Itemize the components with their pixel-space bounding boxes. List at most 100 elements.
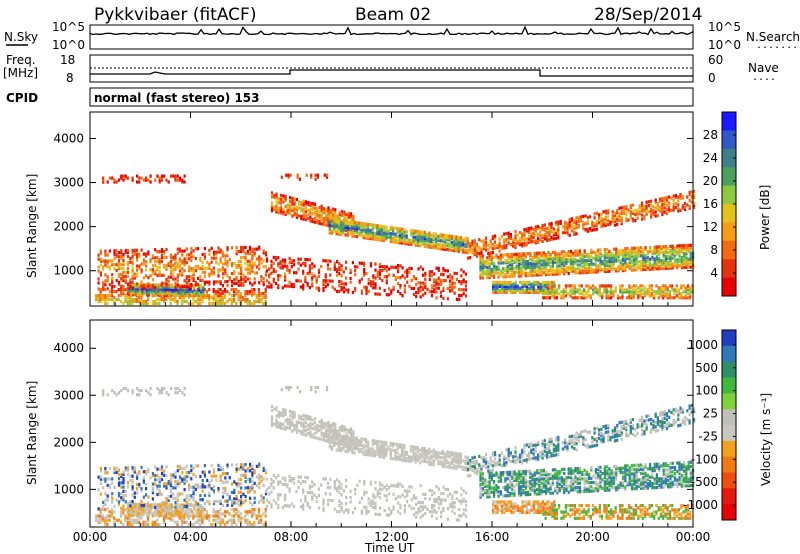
velocity-cell — [133, 470, 136, 474]
power-cell — [560, 262, 563, 266]
power-cell — [140, 297, 143, 302]
power-cell — [316, 173, 320, 177]
power-cell — [272, 279, 275, 283]
power-cell — [131, 274, 134, 278]
power-cell — [253, 292, 256, 296]
power-cell — [649, 263, 652, 267]
power-cell — [132, 291, 135, 295]
power-cell — [573, 290, 577, 294]
power-cell — [450, 240, 453, 244]
power-cell — [566, 228, 569, 232]
power-cell — [401, 237, 404, 241]
power-colorbar-label: Power [dB] — [758, 185, 772, 250]
power-cell — [550, 223, 553, 228]
power-cell — [143, 289, 146, 293]
power-cell — [437, 236, 440, 240]
power-cell — [435, 244, 438, 248]
power-cell — [104, 301, 107, 306]
power-cell — [473, 243, 476, 247]
power-cell — [416, 243, 420, 247]
power-cell — [295, 207, 298, 211]
power-cell — [655, 249, 658, 253]
power-cell — [578, 271, 582, 275]
power-cell — [567, 265, 570, 269]
power-cell — [317, 286, 321, 290]
power-cell — [151, 285, 154, 290]
velocity-cell — [165, 501, 168, 505]
velocity-cell — [205, 512, 208, 516]
power-cell — [531, 259, 534, 263]
power-cell — [490, 261, 493, 266]
power-cell — [228, 292, 231, 296]
velocity-cell — [174, 505, 177, 509]
velocity-cell — [235, 469, 238, 473]
power-cell — [570, 223, 574, 227]
power-cell — [475, 254, 479, 258]
power-cell — [475, 242, 479, 246]
power-cell — [606, 261, 609, 266]
power-cell — [124, 274, 127, 278]
power-cell — [523, 241, 526, 245]
power-cell — [197, 288, 200, 292]
power-cell — [166, 287, 169, 291]
power-cell — [546, 296, 549, 300]
power-cell — [661, 212, 664, 217]
power-cell — [385, 279, 388, 283]
power-cell — [506, 269, 509, 273]
power-cell — [498, 280, 501, 284]
power-cell — [182, 293, 185, 297]
power-cell — [335, 232, 338, 236]
power-cell — [517, 274, 521, 278]
power-cell — [517, 268, 521, 272]
power-cell — [576, 259, 579, 263]
velocity-cell — [147, 505, 150, 510]
power-cell — [666, 292, 669, 296]
power-cell — [619, 259, 622, 263]
power-cell — [145, 254, 148, 258]
power-cell — [231, 272, 234, 276]
power-cell — [605, 292, 608, 296]
power-cell — [174, 176, 177, 180]
velocity-cell — [148, 511, 151, 515]
power-cell — [174, 178, 177, 182]
power-cell — [439, 245, 442, 249]
power-cell — [594, 264, 597, 268]
velocity-cell — [113, 485, 116, 489]
velocity-cell — [246, 510, 249, 514]
power-cell — [412, 233, 415, 237]
power-cell — [208, 282, 211, 286]
velocity-cell — [97, 520, 100, 524]
power-cell — [117, 255, 121, 259]
power-cell — [685, 263, 688, 267]
velocity-cell — [242, 501, 245, 505]
power-cell — [394, 275, 397, 279]
power-cell — [597, 258, 600, 262]
power-cell — [671, 264, 674, 268]
power-cell — [169, 259, 173, 263]
power-cell — [345, 266, 348, 270]
power-cell — [590, 262, 593, 266]
power-cell — [351, 226, 354, 230]
power-cell — [132, 293, 135, 297]
power-cell — [277, 262, 280, 266]
power-cell — [242, 277, 245, 281]
velocity-cell — [122, 477, 125, 481]
colorbar-tick-label: 16 — [703, 197, 718, 211]
power-cell — [559, 221, 562, 225]
power-cell — [133, 276, 136, 280]
power-cell — [151, 256, 154, 260]
velocity-cell — [122, 510, 125, 514]
power-cell — [212, 296, 215, 300]
power-cell — [674, 201, 678, 206]
power-cell — [363, 261, 366, 265]
power-cell — [235, 288, 238, 292]
power-cell — [645, 204, 648, 208]
power-cell — [235, 281, 238, 285]
power-cell — [117, 251, 121, 255]
power-cell — [300, 201, 303, 205]
power-cell — [188, 283, 191, 287]
power-cell — [535, 282, 538, 286]
power-cell — [383, 233, 386, 237]
power-cell — [316, 207, 319, 211]
power-cell — [156, 260, 159, 264]
